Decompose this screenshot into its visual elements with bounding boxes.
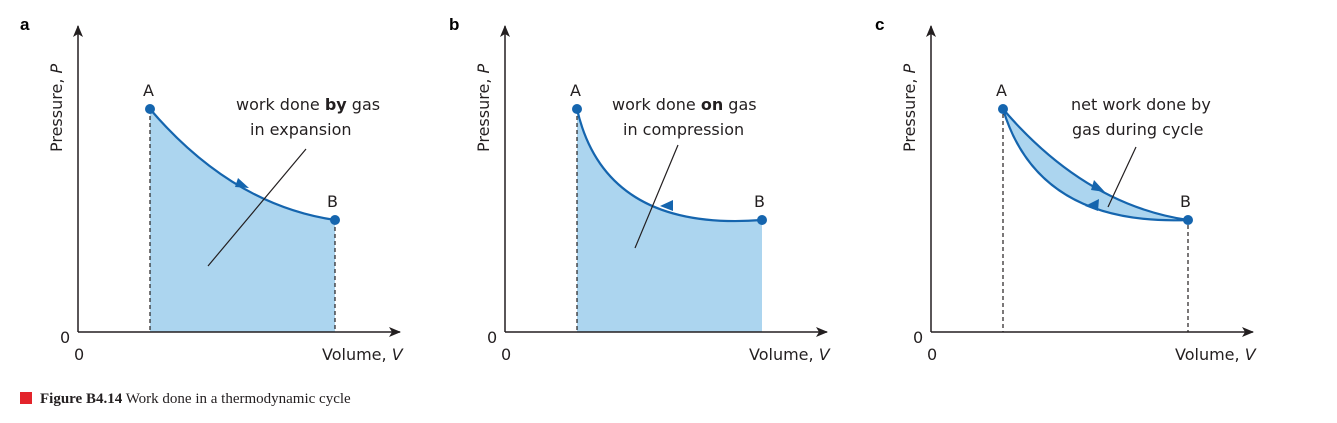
panel-c-compression-arrow (1085, 199, 1099, 211)
panel-c-y-origin: 0 (913, 328, 923, 347)
panel-c-label: c (875, 15, 884, 34)
panel-c-pointer-line (1107, 146, 1137, 208)
caption-marker (20, 392, 32, 404)
panel-a-direction-arrow (235, 178, 249, 188)
panel-b-work-area (577, 109, 762, 332)
panel-b-point-b-label: B (754, 192, 765, 211)
panel-b-annotation-line2: in compression (623, 120, 744, 139)
panel-c-point-b-label: B (1180, 192, 1191, 211)
panel-b-pointer-line (634, 144, 679, 249)
panel-a-point-b-label: B (327, 192, 338, 211)
panel-a-point-a-label: A (143, 81, 154, 100)
panel-c-annotation-line1: net work done by (1071, 95, 1211, 114)
panel-c-x-origin: 0 (927, 345, 937, 364)
panel-a-annotation-line1: work done by gas (236, 95, 380, 114)
panel-a-pointer-line (207, 148, 307, 267)
panel-c-x-axis-label: Volume, V (1175, 345, 1257, 364)
panel-c-y-axis-label: Pressure, P (900, 64, 919, 153)
panel-a-x-axis-label: Volume, V (322, 345, 404, 364)
panel-c: c A B net work done by gas during cycle … (875, 15, 1257, 364)
panel-c-annotation-line2: gas during cycle (1072, 120, 1203, 139)
panel-b-point-a (572, 104, 582, 114)
panel-b-x-origin: 0 (501, 345, 511, 364)
figure-caption: Figure B4.14 Work done in a thermodynami… (20, 391, 351, 407)
panel-a-y-axis-label: Pressure, P (47, 64, 66, 153)
caption-text: Figure B4.14 Work done in a thermodynami… (40, 391, 351, 407)
panel-c-point-a-label: A (996, 81, 1007, 100)
panel-b-y-axis-label: Pressure, P (474, 64, 493, 153)
panel-a-annotation-line2: in expansion (250, 120, 352, 139)
panel-b-point-b (757, 215, 767, 225)
panel-a: a A B work done by gas in expansion 0 0 … (20, 15, 404, 364)
panel-b-direction-arrow (660, 200, 673, 211)
panel-b-x-axis-label: Volume, V (749, 345, 831, 364)
panel-a-work-area (150, 109, 335, 332)
panel-b: b A B work done on gas in compression 0 … (449, 15, 831, 364)
panel-c-point-b (1183, 215, 1193, 225)
panel-a-x-origin: 0 (74, 345, 84, 364)
panel-b-process-curve (575, 108, 763, 223)
panel-a-point-b (330, 215, 340, 225)
panel-a-y-origin: 0 (60, 328, 70, 347)
panel-b-annotation-line1: work done on gas (612, 95, 757, 114)
panel-c-point-a (998, 104, 1008, 114)
panel-a-label: a (20, 15, 30, 34)
panel-b-y-origin: 0 (487, 328, 497, 347)
panel-c-expansion-arrow (1091, 180, 1105, 192)
panel-b-point-a-label: A (570, 81, 581, 100)
panel-a-point-a (145, 104, 155, 114)
panel-b-label: b (449, 15, 459, 34)
